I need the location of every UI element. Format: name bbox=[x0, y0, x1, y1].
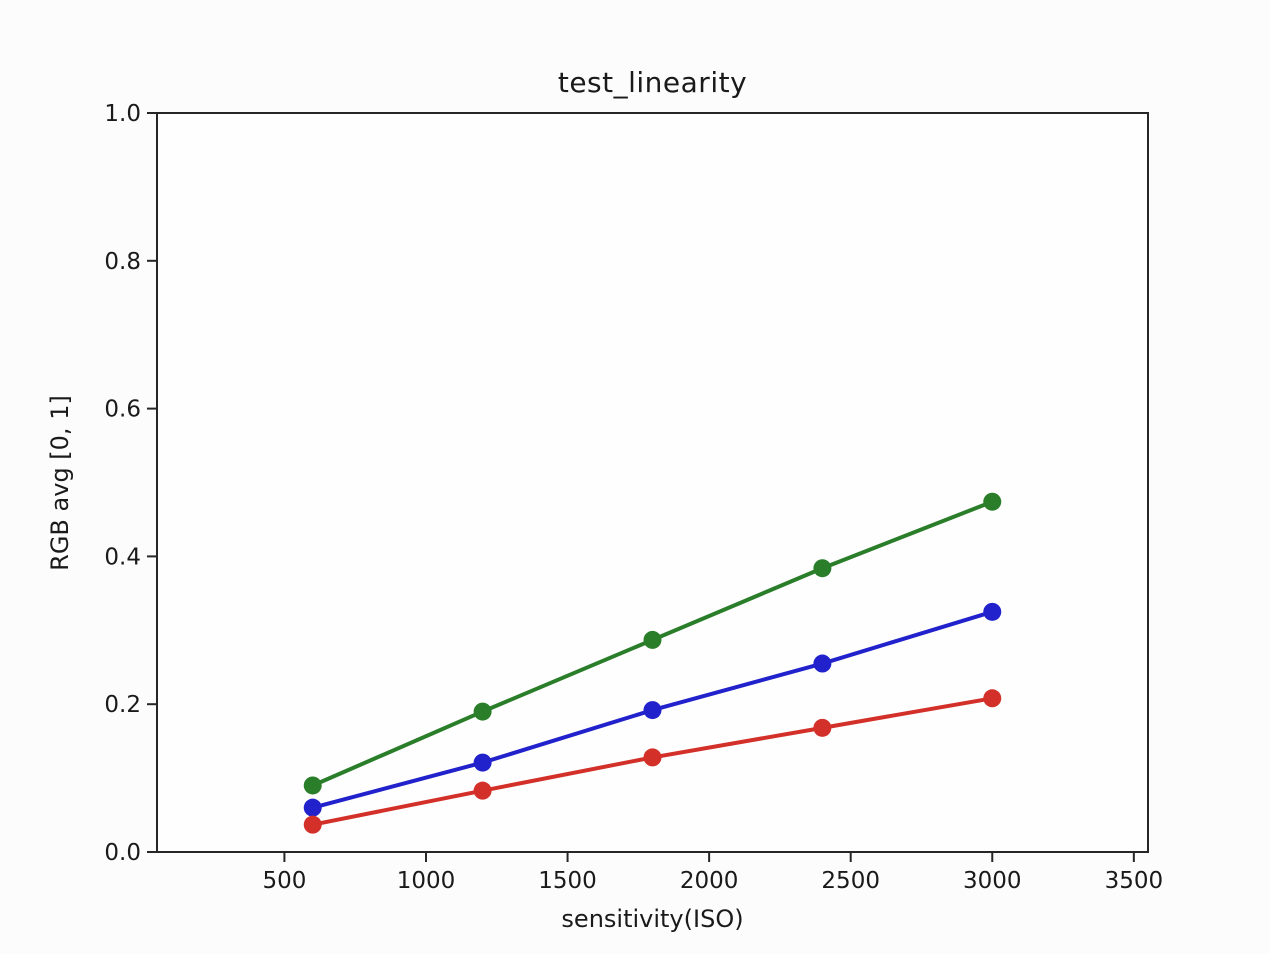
data-point-green-channel bbox=[813, 559, 832, 578]
x-tick-label: 3500 bbox=[1105, 868, 1164, 894]
data-point-green-channel bbox=[983, 492, 1002, 511]
y-tick-label: 0.0 bbox=[104, 840, 141, 866]
x-tick-label: 3000 bbox=[963, 868, 1022, 894]
chart-title: test_linearity bbox=[557, 66, 748, 99]
data-point-blue-channel bbox=[473, 753, 492, 772]
x-axis-label: sensitivity(ISO) bbox=[561, 905, 744, 933]
data-point-red-channel bbox=[813, 718, 832, 737]
data-point-green-channel bbox=[303, 776, 322, 795]
data-point-green-channel bbox=[473, 702, 492, 721]
y-axis-label: RGB avg [0, 1] bbox=[46, 395, 74, 571]
y-tick-label: 0.6 bbox=[104, 397, 141, 423]
x-tick-label: 500 bbox=[262, 868, 306, 894]
x-tick-label: 1000 bbox=[397, 868, 456, 894]
y-tick-label: 0.8 bbox=[104, 249, 141, 275]
data-point-blue-channel bbox=[813, 654, 832, 673]
plot-area bbox=[156, 112, 1149, 853]
data-point-green-channel bbox=[643, 630, 662, 649]
data-point-red-channel bbox=[983, 689, 1002, 708]
x-tick-label: 1500 bbox=[538, 868, 597, 894]
data-point-red-channel bbox=[473, 781, 492, 800]
x-tick-label: 2500 bbox=[821, 868, 880, 894]
data-point-red-channel bbox=[303, 815, 322, 834]
y-tick-label: 0.4 bbox=[104, 544, 141, 570]
data-point-blue-channel bbox=[643, 701, 662, 720]
data-point-blue-channel bbox=[983, 602, 1002, 621]
x-tick-label: 2000 bbox=[680, 868, 739, 894]
data-point-red-channel bbox=[643, 748, 662, 767]
y-tick-label: 0.2 bbox=[104, 692, 141, 718]
y-tick-label: 1.0 bbox=[104, 101, 141, 127]
data-point-blue-channel bbox=[303, 798, 322, 817]
